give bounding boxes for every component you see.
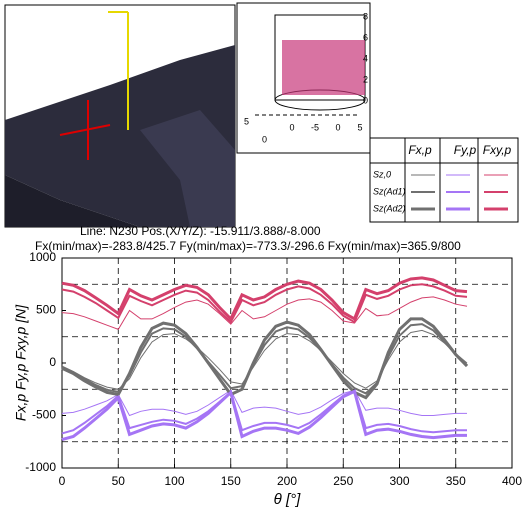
helix-y-label: 0 [335,122,340,132]
series-line [62,391,467,439]
x-tick-label: 50 [112,474,126,488]
figure: 86420500-505 Fx,pFy,pFxy,pSz,0Sz(Ad1)Sz(… [0,0,522,518]
helix-band [282,40,365,95]
x-tick-label: 200 [277,474,297,488]
legend: Fx,p Fy,p Fxy,p Sz,0 Sz(Ad1) Sz(Ad2) [370,138,518,222]
info-line: Fx(min/max)=-283.8/425.7 Fy(min/max)=-77… [35,239,461,253]
helix-z-label: 4 [363,53,368,63]
helix-y-label: -5 [311,122,319,132]
helix-z-label: 8 [363,11,368,21]
x-tick-label: 150 [221,474,241,488]
y-tick-label: -1000 [25,460,56,474]
x-tick-label: 0 [59,474,66,488]
legend-column: Fx,p [408,143,432,157]
x-tick-label: 250 [333,474,353,488]
helix-z-label: 0 [363,95,368,105]
legend-column: Fxy,p [483,143,512,157]
helix-z-label: 6 [363,32,368,42]
x-axis-label: θ [°] [274,491,301,508]
legend-row: Sz,0 [373,169,391,179]
render-3d [5,5,235,227]
helix-x-label: 5 [244,116,249,126]
helix-x-label: 0 [262,134,267,144]
x-tick-label: 100 [164,474,184,488]
plot: 0 50 100 150 200 250 300 350 400 -1000 -500 0 500 100… [25,250,522,488]
y-tick-label: -500 [32,408,56,422]
x-tick-label: 400 [502,474,522,488]
y-tick-label: 500 [36,303,56,317]
y-tick-label: 0 [49,355,56,369]
legend-row: Sz(Ad2) [373,203,406,213]
helix-y-label: 0 [289,122,294,132]
helix-plot: 8 6 4 2 0 5 0 0 -5 0 5 [237,3,370,153]
legend-row: Sz(Ad1) [373,186,406,196]
y-axis-label: Fx,p Fy,p Fxy,p [N] [13,304,29,421]
helix-z-label: 2 [363,74,368,84]
x-tick-label: 300 [389,474,409,488]
info-line: Line: N230 Pos.(X/Y/Z): -15.911/3.888/-8… [80,224,321,238]
y-tick-label: 1000 [29,250,56,264]
legend-column: Fy,p [454,143,477,157]
x-tick-label: 350 [446,474,466,488]
helix-y-label: 5 [357,122,362,132]
